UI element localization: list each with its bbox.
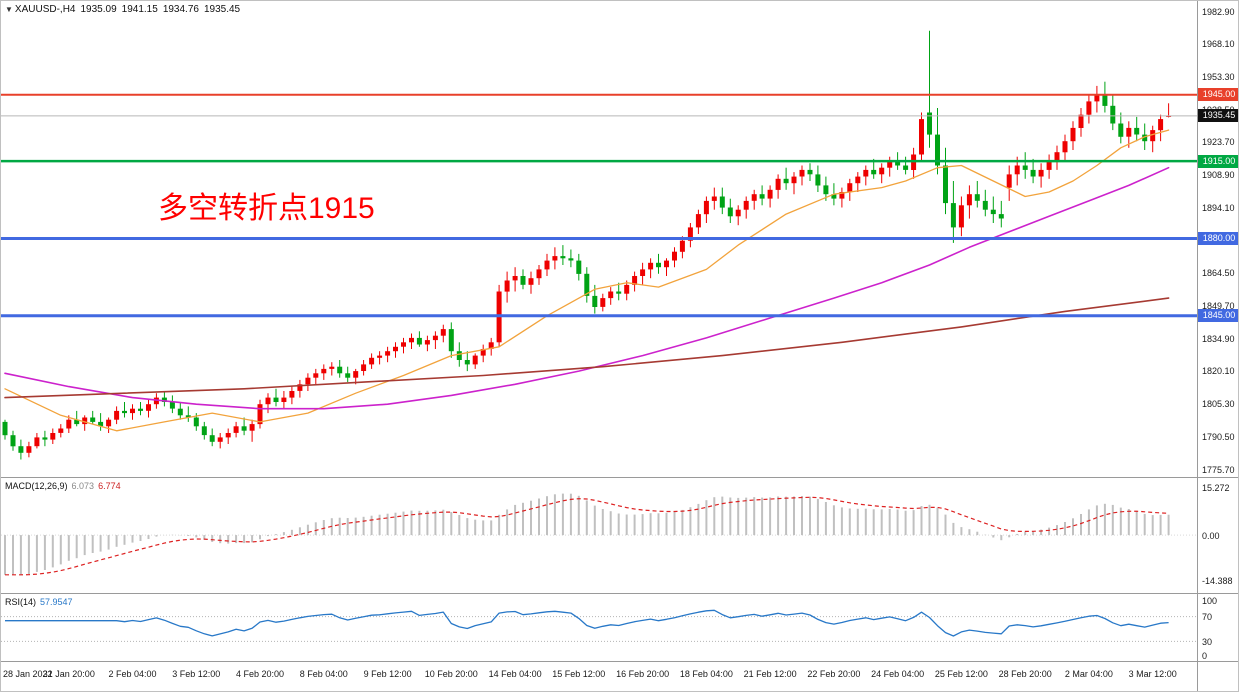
macd-histogram — [4, 493, 1170, 576]
candles — [2, 30, 1172, 460]
panel-separator — [1, 661, 1238, 662]
rsi-indicator-label: RSI(14) 57.9547 — [5, 597, 73, 607]
macd-axis-label: 0.00 — [1202, 530, 1220, 541]
price-axis-label: 1982.90 — [1202, 6, 1235, 17]
rsi-axis-label: 30 — [1202, 636, 1213, 647]
price-badge-1915.00: 1915.00 — [1198, 154, 1238, 168]
ma-mid-line — [4, 166, 1170, 410]
symbol-dropdown-icon[interactable]: ▼ — [5, 5, 13, 14]
price-badge-1945.00: 1945.00 — [1198, 88, 1238, 102]
time-axis-label: 2 Feb 04:00 — [108, 669, 157, 679]
time-axis-label: 4 Feb 20:00 — [235, 669, 285, 679]
rsi-axis-label: 0 — [1202, 651, 1208, 661]
time-axis-label: 3 Mar 12:00 — [1128, 669, 1177, 679]
rsi-axis-label: 70 — [1202, 612, 1213, 623]
price-axis-label: 1805.30 — [1202, 399, 1235, 410]
ma-fast-line — [4, 129, 1170, 432]
time-axis-label: 16 Feb 20:00 — [616, 669, 670, 679]
price-axis-label: 1953.30 — [1202, 71, 1235, 82]
time-axis-label: 14 Feb 04:00 — [488, 669, 542, 679]
price-axis-label: 1864.50 — [1202, 268, 1235, 279]
macd-axis-label: 15.272 — [1202, 482, 1230, 493]
macd-canvas — [1, 493, 1197, 576]
time-axis-label: 8 Feb 04:00 — [299, 669, 348, 679]
macd-indicator-label: MACD(12,26,9) 6.073 6.774 — [5, 481, 121, 491]
rsi-panel[interactable] — [1, 594, 1197, 661]
panel-separator — [1, 477, 1238, 478]
price-axis-label: 1894.10 — [1202, 202, 1235, 213]
time-axis-label: 25 Feb 12:00 — [934, 669, 988, 679]
macd-main-value: 6.073 — [71, 481, 95, 491]
rsi-name: RSI(14) — [5, 597, 37, 607]
current-price-badge: 1935.45 — [1198, 109, 1238, 123]
panel-separator — [1, 593, 1238, 594]
price-axis-label: 1849.70 — [1202, 300, 1235, 311]
time-axis-label: 21 Feb 12:00 — [743, 669, 797, 679]
price-axis-label: 1834.90 — [1202, 333, 1235, 344]
time-axis-label: 28 Feb 20:00 — [998, 669, 1052, 679]
macd-signal-value: 6.774 — [98, 481, 121, 491]
macd-name: MACD(12,26,9) — [5, 481, 68, 491]
ohlc-header: ▼ XAUUSD-,H4 1935.09 1941.15 1934.76 1935.45 — [5, 4, 245, 15]
price-chart-panel[interactable] — [1, 1, 1197, 477]
annotation-text[interactable]: 多空转折点1915 — [158, 192, 375, 225]
time-axis-label: 15 Feb 12:00 — [552, 669, 606, 679]
price-axis-label: 1775.70 — [1202, 464, 1235, 475]
ohlc-high: 1941.15 — [121, 4, 158, 15]
ma-slow-line — [4, 297, 1170, 399]
macd-axis-label: -14.388 — [1202, 575, 1233, 586]
symbol-timeframe-label: XAUUSD-,H4 — [14, 4, 76, 15]
time-axis-label: 28 Jan 2022 — [3, 669, 53, 679]
time-axis-label: 31 Jan 20:00 — [42, 669, 95, 679]
rsi-canvas — [1, 609, 1197, 642]
price-chart-canvas — [1, 30, 1197, 460]
time-axis-label: 9 Feb 12:00 — [363, 669, 412, 679]
price-axis-label: 1968.10 — [1202, 39, 1235, 50]
time-axis-label: 24 Feb 04:00 — [871, 669, 925, 679]
price-axis-label: 1908.90 — [1202, 170, 1235, 181]
rsi-value: 57.9547 — [40, 597, 73, 607]
macd-signal-line — [5, 496, 1169, 576]
axis-separator — [1197, 1, 1198, 691]
price-axis-label: 1820.10 — [1202, 366, 1235, 377]
ohlc-close: 1935.45 — [203, 4, 241, 15]
time-axis-label: 3 Feb 12:00 — [172, 669, 221, 679]
rsi-axis-label: 100 — [1202, 596, 1218, 606]
time-axis-label: 2 Mar 04:00 — [1064, 669, 1113, 679]
rsi-line — [5, 609, 1169, 637]
macd-panel[interactable] — [1, 478, 1197, 593]
price-axis-label: 1923.70 — [1202, 137, 1235, 148]
price-axis-label: 1790.50 — [1202, 431, 1235, 442]
time-axis-label: 18 Feb 04:00 — [679, 669, 733, 679]
price-badge-1845.00: 1845.00 — [1198, 309, 1238, 323]
time-axis-label: 10 Feb 20:00 — [424, 669, 478, 679]
ohlc-low: 1934.76 — [162, 4, 199, 15]
ohlc-open: 1935.09 — [80, 4, 117, 15]
time-axis-label: 22 Feb 20:00 — [807, 669, 861, 679]
price-badge-1880.00: 1880.00 — [1198, 232, 1238, 245]
